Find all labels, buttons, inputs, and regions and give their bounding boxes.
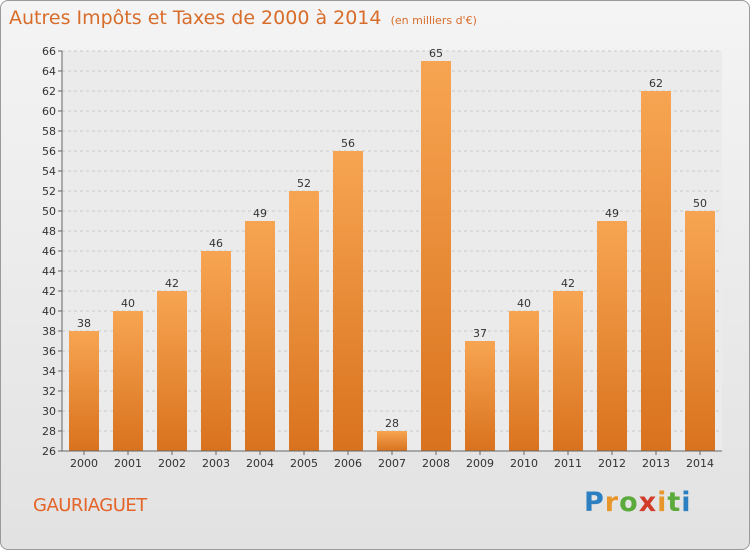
commune-name: GAURIAGUET: [33, 495, 147, 516]
y-tick-label: 56: [42, 145, 56, 158]
logo-letter: i: [681, 487, 692, 518]
y-tick-label: 30: [42, 405, 56, 418]
y-tick-label: 54: [42, 165, 56, 178]
y-tick-label: 58: [42, 125, 56, 138]
x-tick-label: 2002: [158, 457, 186, 470]
y-tick-label: 42: [42, 285, 56, 298]
y-tick-label: 38: [42, 325, 56, 338]
y-tick-label: 66: [42, 45, 56, 58]
y-tick-label: 40: [42, 305, 56, 318]
y-tick-label: 62: [42, 85, 56, 98]
bar: [333, 151, 363, 451]
y-tick-label: 46: [42, 245, 56, 258]
x-tick-label: 2014: [686, 457, 714, 470]
x-tick-label: 2013: [642, 457, 670, 470]
bar: [685, 211, 715, 451]
bar-value-label: 42: [165, 277, 179, 290]
logo-letter: o: [619, 487, 639, 518]
x-tick-label: 2004: [246, 457, 274, 470]
y-tick-label: 60: [42, 105, 56, 118]
bar-value-label: 50: [693, 197, 707, 210]
bar: [289, 191, 319, 451]
x-tick-label: 2006: [334, 457, 362, 470]
bar: [201, 251, 231, 451]
logo-letter: r: [604, 487, 620, 518]
bar: [69, 331, 99, 451]
bar-value-label: 49: [605, 207, 619, 220]
y-tick-label: 64: [42, 65, 56, 78]
bar: [641, 91, 671, 451]
y-tick-label: 48: [42, 225, 56, 238]
y-tick-label: 50: [42, 205, 56, 218]
bar-value-label: 28: [385, 417, 399, 430]
bar-value-label: 38: [77, 317, 91, 330]
x-tick-label: 2007: [378, 457, 406, 470]
bar: [245, 221, 275, 451]
x-tick-label: 2005: [290, 457, 318, 470]
bar-value-label: 56: [341, 137, 355, 150]
chart-title: Autres Impôts et Taxes de 2000 à 2014: [9, 7, 382, 29]
bar-value-label: 65: [429, 47, 443, 60]
x-tick-label: 2009: [466, 457, 494, 470]
y-tick-label: 28: [42, 425, 56, 438]
bar: [509, 311, 539, 451]
x-tick-label: 2012: [598, 457, 626, 470]
proxiti-logo: Proxiti: [584, 487, 692, 518]
bar: [113, 311, 143, 451]
x-tick-label: 2003: [202, 457, 230, 470]
bar-value-label: 37: [473, 327, 487, 340]
bar: [421, 61, 451, 451]
y-tick-label: 52: [42, 185, 56, 198]
bar: [377, 431, 407, 451]
bar-value-label: 49: [253, 207, 267, 220]
bar: [597, 221, 627, 451]
bar-value-label: 40: [121, 297, 135, 310]
bar-value-label: 46: [209, 237, 223, 250]
chart-title-block: Autres Impôts et Taxes de 2000 à 2014 (e…: [9, 7, 477, 29]
chart-subtitle: (en milliers d'€): [390, 14, 477, 27]
x-tick-label: 2008: [422, 457, 450, 470]
y-tick-label: 44: [42, 265, 56, 278]
y-tick-label: 26: [42, 445, 56, 458]
y-tick-label: 36: [42, 345, 56, 358]
logo-letter: t: [667, 487, 682, 518]
y-tick-label: 34: [42, 365, 56, 378]
logo-letter: P: [584, 487, 605, 518]
bar: [157, 291, 187, 451]
bar-value-label: 40: [517, 297, 531, 310]
y-tick-label: 32: [42, 385, 56, 398]
bar: [465, 341, 495, 451]
bar-value-label: 52: [297, 177, 311, 190]
x-tick-label: 2000: [70, 457, 98, 470]
logo-letter: x: [638, 487, 658, 518]
logo-letter: i: [657, 487, 668, 518]
bar-value-label: 62: [649, 77, 663, 90]
x-tick-label: 2001: [114, 457, 142, 470]
bar: [553, 291, 583, 451]
x-tick-label: 2010: [510, 457, 538, 470]
bar-value-label: 42: [561, 277, 575, 290]
x-tick-label: 2011: [554, 457, 582, 470]
